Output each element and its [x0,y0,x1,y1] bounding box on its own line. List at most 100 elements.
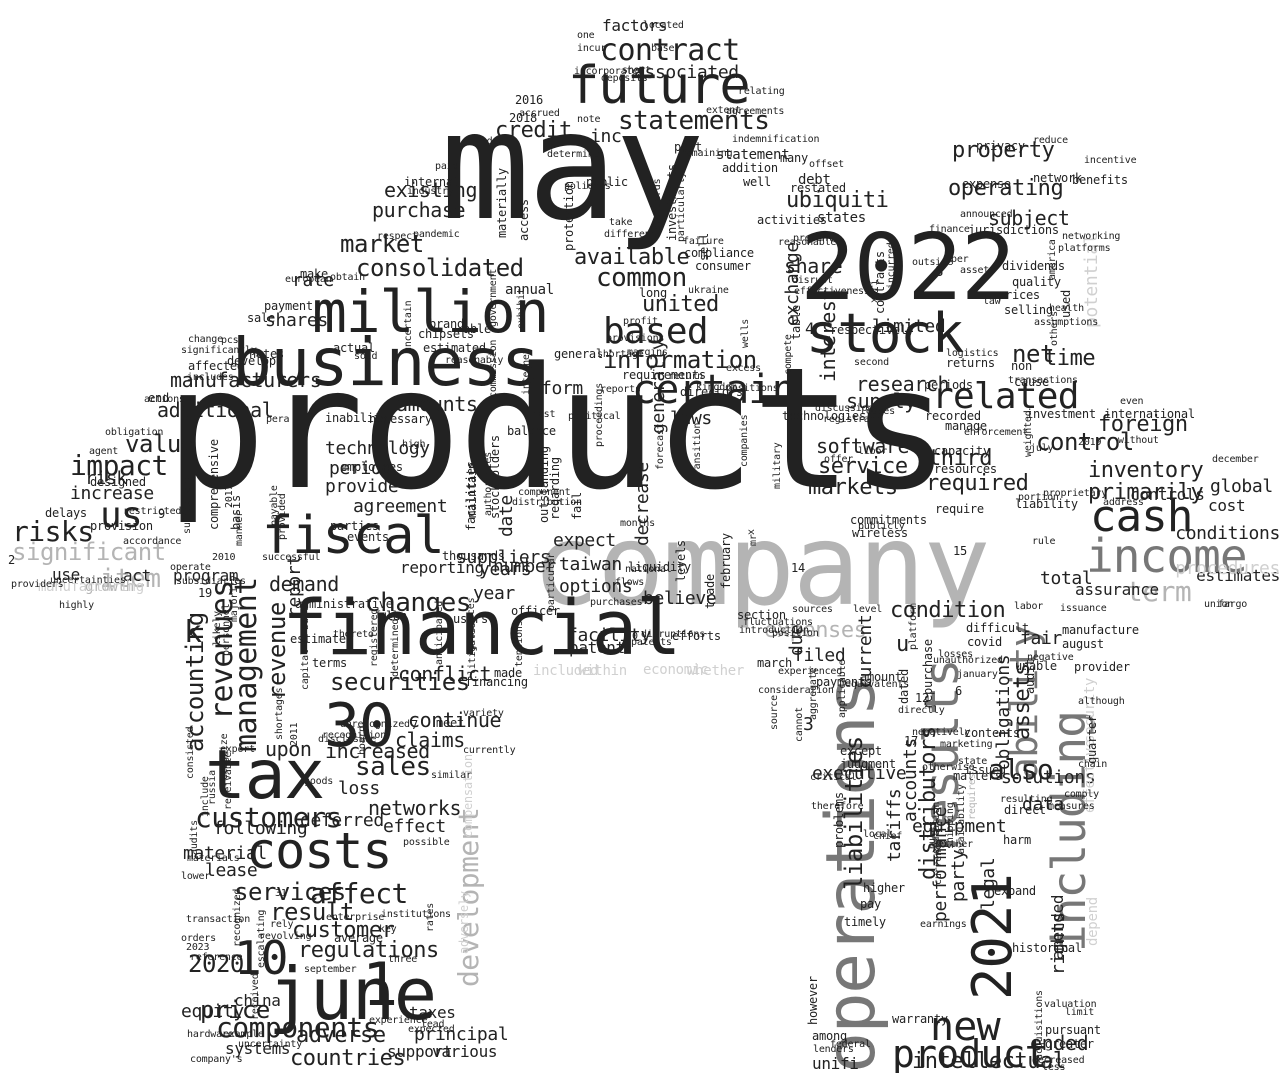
word-outside: outside [912,257,953,268]
word-4: 4 [805,319,815,338]
word-customers: customers [195,801,342,834]
word-february: february [719,533,733,589]
word-30: 30 [324,691,395,761]
word-filed: filed [793,645,846,666]
word-proceedings: proceedings [594,382,605,447]
word-research: research [856,372,950,396]
word-periods: periods [924,378,973,392]
word-returns: returns [946,356,995,370]
word-7: 7 [411,718,418,732]
word-offer: offer [824,454,854,465]
word-capacity: capacity [934,444,990,458]
word-however: however [806,976,820,1025]
word-compliance: compliance [684,246,754,260]
word-includes: includes [187,372,234,383]
word-privacy: privacy [976,139,1025,153]
word-measures: measures [1048,801,1095,812]
word-chain: chain [1078,759,1108,770]
word-harm: harm [1003,833,1031,847]
word-earnings: earnings [920,919,967,930]
word-adverse: adverse [296,1023,386,1048]
word-offset: offset [809,159,844,170]
word-rate: rate [292,270,334,291]
word-support: support [387,1042,453,1061]
word-pandemic: pandemic [413,229,460,240]
word-reporting: reporting [400,558,484,577]
word-possible: possible [403,837,450,848]
word-manner: manner [234,511,245,546]
word-deposits: deposits [601,73,648,84]
word-higher: higher [863,881,905,895]
word-quarter: quarter [1085,715,1099,764]
word-fiscal: fiscal [262,506,445,566]
word-net: net [1012,340,1054,368]
word-x: x [746,529,757,535]
word-various: various [432,1042,498,1061]
word-subject: subject [988,206,1070,230]
word-benefits: benefits [1072,173,1128,187]
word-similar: similar [431,770,472,781]
word-liquidity: liquidity [628,560,691,574]
word-securities: securities [330,668,470,696]
word-positions: positions [726,383,779,394]
word-amounts: amounts [396,392,478,416]
word-estimated: estimated [423,341,486,355]
word-supply: supply [846,389,916,413]
word-meet: meet [436,716,464,730]
word-annual: annual [505,282,554,298]
word-inc: inc [590,126,622,147]
word-consideration: consideration [758,685,834,696]
word-conditions: conditions [1175,523,1280,544]
word-disruptions: disruptions [641,629,706,640]
word-disclosure: disclosure [318,734,377,745]
word-delays: delays [45,506,87,520]
word-purchases: purchases [590,597,643,608]
word-payment: payment [264,299,313,313]
word-cash: cash [1090,491,1193,542]
word-index: index [475,136,505,147]
word-statement: statement [716,147,790,163]
word-significantly: significantly [181,345,257,356]
word-chipsets: chipsets [418,327,474,341]
word-financial: financial [282,583,682,672]
word-company: company [532,501,991,631]
word-lenders: lenders [813,1044,854,1055]
word-experienced: experienced [778,666,843,677]
word-2017: 2017 [224,484,235,508]
word-march: march [757,656,792,670]
word-customer: customer [292,918,395,943]
word-export: export [220,744,255,755]
word-networking: networking [1062,231,1121,242]
word-inventory: inventory [1088,458,1204,483]
word-hardware: hardware [187,1029,234,1040]
word-general: general [554,347,603,361]
word-difficult: difficult [966,621,1029,635]
word-significant: significant [12,538,166,566]
word-k: k [184,615,202,650]
word-cause: cause [1014,375,1049,389]
word-increase: increase [70,483,154,504]
word-services: services [234,878,346,906]
word-parties: parties [330,519,379,533]
word-15: 15 [953,544,967,558]
word-new: new [930,1004,1001,1050]
word-internal: internal [404,175,460,189]
word-additional: additional [157,398,274,422]
word-pay: pay [860,897,881,911]
word-expected: expected [408,1024,455,1035]
word-reduce: reduce [1033,135,1068,146]
word-develop: develop [227,354,276,368]
word-incentive: incentive [1084,155,1137,166]
word-timely: timely [844,915,886,929]
word-flows: flows [615,577,645,588]
word-number: number [493,556,556,577]
word-equivalents: equivalents [845,679,910,690]
word-tax: tax [205,736,325,815]
word-particular: particular [546,552,557,611]
word-markets: markets [808,475,898,500]
word-consumer: consumer [695,259,751,273]
word-others: others [1049,311,1060,346]
word-critical: critical [810,772,857,783]
word-party: party [948,849,969,902]
word-changes: changes [365,588,471,618]
